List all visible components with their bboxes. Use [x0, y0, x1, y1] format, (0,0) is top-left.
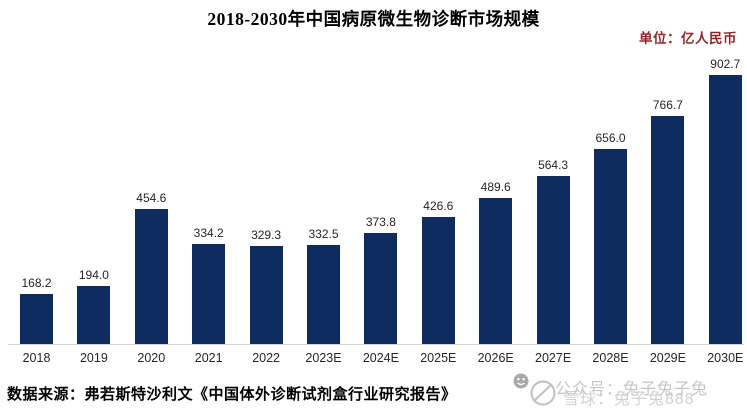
x-axis-label: 2026E: [477, 351, 514, 365]
bar-value-label: 332.5: [308, 226, 339, 241]
watermark-text-top: 公众号：兔子兔子兔: [555, 381, 709, 398]
x-axis-label: 2028E: [592, 351, 629, 365]
bar-column: 902.7: [697, 57, 747, 344]
circle-slash-icon: [530, 380, 556, 406]
x-axis-label: 2020: [137, 351, 166, 365]
x-axis-label: 2022: [252, 351, 280, 365]
x-axis-label: 2019: [79, 351, 108, 365]
x-axis-label: 2030E: [707, 351, 744, 365]
bar: [708, 74, 742, 344]
bar-value-label: 564.3: [538, 157, 569, 172]
chart-title: 2018-2030年中国病原微生物诊断市场规模: [207, 9, 540, 29]
bar: [192, 243, 226, 344]
x-axis-label: 2018: [22, 351, 51, 365]
watermark: 公众号：兔子兔子兔 雪球：兔子兔888: [505, 372, 747, 417]
bar-column: 168.2: [9, 276, 65, 344]
bar-column: 766.7: [640, 98, 696, 344]
x-axis-label: 2025E: [420, 351, 457, 365]
bar: [20, 293, 53, 344]
bar: [77, 285, 111, 344]
bar: [421, 216, 455, 344]
x-axis-label: 2024E: [362, 351, 399, 365]
bar-value-label: 766.7: [652, 97, 683, 112]
bar-value-label: 902.7: [710, 56, 741, 71]
bar-value-label: 426.6: [423, 198, 454, 213]
bar-column: 489.6: [468, 180, 524, 344]
bar-value-label: 656.0: [595, 130, 626, 145]
bar-column: 454.6: [123, 191, 179, 344]
bar-column: 334.2: [181, 226, 237, 344]
unit-label: 单位：亿人民币: [639, 31, 737, 46]
x-axis-label: 2023E: [305, 351, 342, 365]
bar: [307, 244, 340, 344]
bar: [134, 208, 168, 344]
bar-value-label: 373.8: [365, 214, 396, 229]
x-axis-label: 2021: [194, 351, 223, 365]
bar-column: 564.3: [525, 158, 581, 344]
bar-column: 373.8: [353, 215, 409, 344]
bar-value-label: 489.6: [480, 179, 511, 194]
smiley-face-icon: [513, 373, 529, 389]
x-axis-label: 2027E: [535, 351, 572, 365]
bar: [651, 115, 685, 344]
bar-column: 656.0: [583, 131, 639, 344]
bar-value-label: 334.2: [193, 225, 224, 240]
bar: [364, 232, 398, 344]
watermark-text-bottom: 雪球：兔子兔888: [563, 391, 695, 408]
bar-column: 194.0: [66, 268, 122, 344]
bar: [536, 175, 570, 344]
x-axis-line: [8, 344, 744, 345]
bar-column: 329.3: [238, 228, 294, 344]
bar: [479, 197, 513, 344]
bar-column: 426.6: [410, 199, 466, 344]
bar-value-label: 194.0: [78, 267, 109, 282]
bar-value-label: 329.3: [251, 227, 282, 242]
bar-column: 332.5: [296, 227, 352, 344]
bar-value-label: 168.2: [21, 275, 52, 290]
bar: [249, 245, 283, 344]
source-note: 数据来源：弗若斯特沙利文《中国体外诊断试剂盒行业研究报告》: [7, 387, 457, 403]
bar-value-label: 454.6: [136, 190, 167, 205]
bar: [594, 148, 627, 344]
x-axis-label: 2029E: [649, 351, 686, 365]
